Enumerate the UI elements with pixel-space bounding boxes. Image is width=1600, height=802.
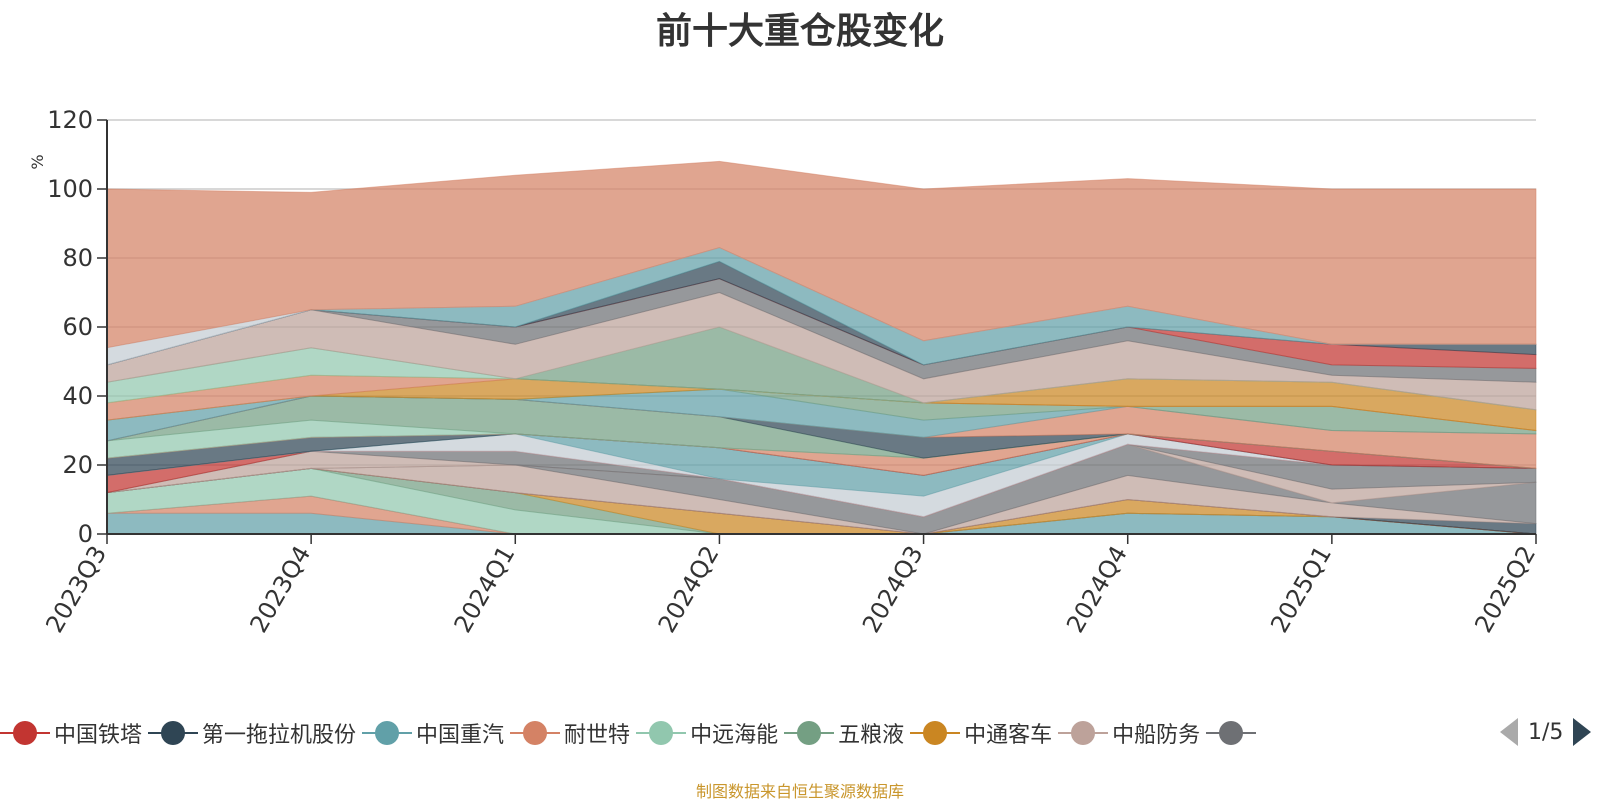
legend-marker-icon (784, 720, 835, 746)
area-layer (106, 160, 1537, 535)
legend-marker-icon (1206, 720, 1257, 746)
x-tick-label: 2024Q4 (1061, 541, 1133, 637)
legend-item-0[interactable]: 中国铁塔 (0, 717, 142, 749)
legend-label: 五粮液 (838, 723, 905, 748)
y-tick-label: 40 (62, 382, 93, 410)
legend-marker-icon (1058, 720, 1109, 746)
legend-marker-icon (148, 720, 199, 746)
legend-label: 中通客车 (964, 723, 1053, 748)
y-tick-label: 80 (62, 244, 93, 272)
y-tick-label: 100 (47, 175, 93, 203)
legend-label: 中远海能 (690, 723, 779, 748)
x-tick-label: 2024Q1 (449, 541, 521, 637)
pager-next-icon[interactable] (1573, 718, 1592, 746)
y-axis-label: % (28, 154, 47, 169)
source-note: 制图数据来自恒生聚源数据库 (695, 782, 904, 801)
x-tick-label: 2024Q3 (857, 541, 929, 637)
y-tick-label: 0 (78, 520, 93, 548)
legend-label: 第一拖拉机股份 (202, 723, 357, 748)
pager-text: 1/5 (1528, 719, 1564, 745)
x-tick-label: 2023Q3 (40, 541, 112, 637)
legend-marker-icon (0, 720, 50, 746)
legend-label: 耐世特 (564, 723, 631, 748)
legend-item-5[interactable]: 五粮液 (784, 717, 904, 749)
legend-label: 中国重汽 (416, 723, 505, 748)
legend-item-7[interactable]: 中船防务 (1058, 717, 1200, 749)
legend-item-3[interactable]: 耐世特 (510, 717, 630, 749)
chart-title: 前十大重仓股变化 (655, 11, 944, 52)
legend-pager: 1/5 (1500, 718, 1592, 746)
y-tick-label: 120 (47, 106, 93, 134)
legend-item-2[interactable]: 中国重汽 (362, 717, 504, 749)
y-tick-label: 20 (62, 451, 93, 479)
legend-marker-icon (910, 720, 961, 746)
x-tick-label: 2024Q2 (653, 541, 725, 637)
x-tick-label: 2023Q4 (244, 541, 316, 637)
legend-marker-icon (510, 720, 561, 746)
legend-item-8[interactable] (1206, 720, 1260, 746)
area-layer-35 (106, 160, 1537, 349)
legend-item-1[interactable]: 第一拖拉机股份 (148, 717, 356, 749)
legend-label: 中国铁塔 (54, 723, 143, 748)
legend: 中国铁塔 第一拖拉机股份 中国重汽 耐世特 中远海能 五粮液 中通客车 中船防务 (0, 713, 1600, 753)
legend-marker-icon (362, 720, 413, 746)
x-tick-label: 2025Q2 (1469, 541, 1541, 637)
pager-prev-icon[interactable] (1500, 718, 1518, 746)
legend-marker-icon (636, 720, 687, 746)
legend-label: 中船防务 (1112, 723, 1201, 748)
legend-item-4[interactable]: 中远海能 (636, 717, 778, 749)
y-tick-label: 60 (62, 313, 93, 341)
legend-item-6[interactable]: 中通客车 (910, 717, 1052, 749)
x-tick-label: 2025Q1 (1265, 541, 1337, 637)
